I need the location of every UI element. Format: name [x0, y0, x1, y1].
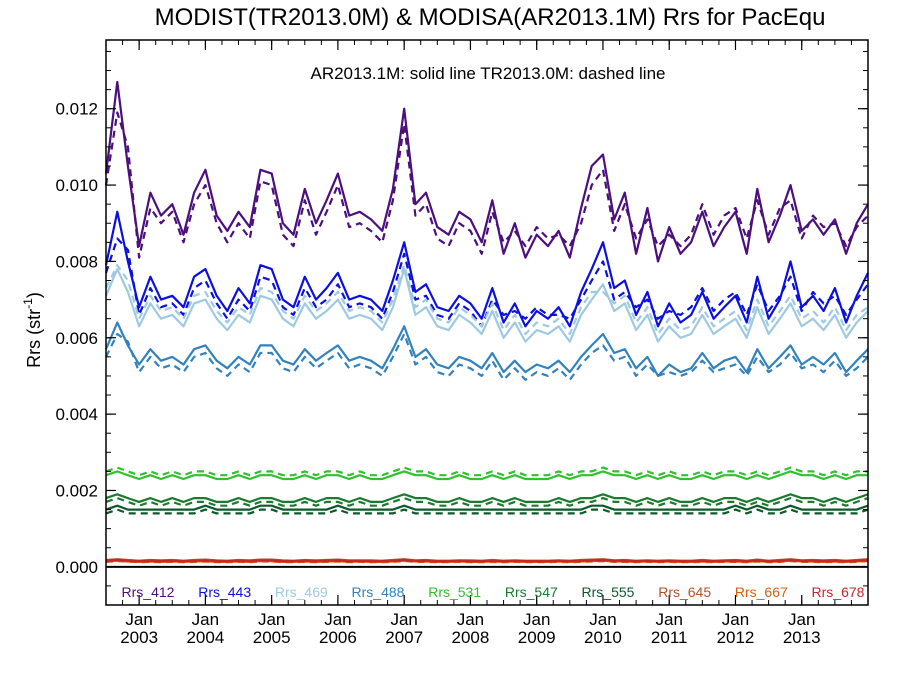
series-line-rrs_488-solid: [104, 321, 869, 377]
legend-label-rrs_469: Rrs_469: [275, 584, 328, 600]
x-tick-label-month: Jan: [656, 610, 683, 629]
x-tick-label-year: 2010: [584, 628, 622, 647]
x-tick-label-year: 2004: [186, 628, 224, 647]
x-tick-label-year: 2006: [319, 628, 357, 647]
y-tick-label: 0.008: [55, 252, 98, 271]
series-line-rrs_469-dashed: [105, 264, 869, 336]
chart-title: MODIST(TR2013.0M) & MODISA(AR2013.1M) Rr…: [155, 4, 826, 31]
x-tick-label-month: Jan: [324, 610, 351, 629]
x-tick-label-month: Jan: [390, 610, 417, 629]
svg-text:Rrs (str-1): Rrs (str-1): [21, 292, 44, 368]
y-tick-label: 0.004: [55, 405, 98, 424]
x-tick-label-year: 2011: [651, 628, 688, 647]
series-line-rrs_555-dashed: [105, 508, 869, 515]
x-tick-label-year: 2012: [717, 628, 755, 647]
x-tick-label-month: Jan: [125, 610, 152, 629]
y-tick-label: 0.002: [55, 481, 98, 500]
legend-label-rrs_678: Rrs_678: [812, 584, 865, 600]
legend-label-rrs_555: Rrs_555: [582, 584, 635, 600]
series-line-rrs_547-solid: [105, 493, 869, 503]
legend-label-rrs_667: Rrs_667: [735, 584, 788, 600]
legend-label-rrs_412: Rrs_412: [122, 584, 175, 600]
x-tick-label-month: Jan: [523, 610, 550, 629]
x-tick-label-month: Jan: [589, 610, 616, 629]
x-tick-label-year: 2013: [783, 628, 821, 647]
legend-label-rrs_488: Rrs_488: [352, 584, 405, 600]
x-tick-label-month: Jan: [788, 610, 815, 629]
series-line-rrs_678-solid: [105, 558, 869, 563]
y-tick-label: 0.010: [55, 176, 98, 195]
y-axis-label: Rrs (str-1): [21, 292, 44, 368]
legend-label-rrs_443: Rrs_443: [198, 584, 251, 600]
series-line-rrs_531-dashed: [105, 466, 868, 477]
legend-label-rrs_531: Rrs_531: [428, 584, 481, 600]
series-line-rrs_488-dashed: [105, 332, 869, 381]
x-tick-label-year: 2005: [253, 628, 291, 647]
series-line-rrs_469-solid: [104, 268, 869, 343]
y-tick-label: 0.012: [55, 100, 98, 119]
x-tick-label-month: Jan: [457, 610, 484, 629]
x-tick-label-month: Jan: [258, 610, 285, 629]
x-tick-label-year: 2009: [518, 628, 556, 647]
legend-label-rrs_547: Rrs_547: [505, 584, 558, 600]
y-axis-label-main: Rrs (str: [24, 309, 44, 368]
series-line-rrs_531-solid: [105, 470, 868, 481]
series-line-rrs_412-solid: [104, 80, 869, 263]
series-line-rrs_547-dashed: [105, 497, 869, 507]
series-line-rrs_555-solid: [105, 504, 869, 511]
x-tick-label-month: Jan: [722, 610, 749, 629]
series-line-rrs_412-dashed: [104, 111, 869, 259]
legend-label-rrs_645: Rrs_645: [658, 584, 711, 600]
line-style-annotation: AR2013.1M: solid line TR2013.0M: dashed …: [310, 64, 665, 83]
x-tick-label-year: 2007: [385, 628, 423, 647]
x-tick-label-month: Jan: [192, 610, 219, 629]
x-tick-label-year: 2003: [120, 628, 158, 647]
y-tick-label: 0.006: [55, 329, 98, 348]
y-axis-label-superscript: -1: [21, 298, 35, 309]
series-line-rrs_443-solid: [104, 210, 869, 328]
y-axis-label-end: ): [24, 292, 44, 298]
y-tick-label: 0.000: [55, 558, 98, 577]
x-tick-label-year: 2008: [452, 628, 490, 647]
